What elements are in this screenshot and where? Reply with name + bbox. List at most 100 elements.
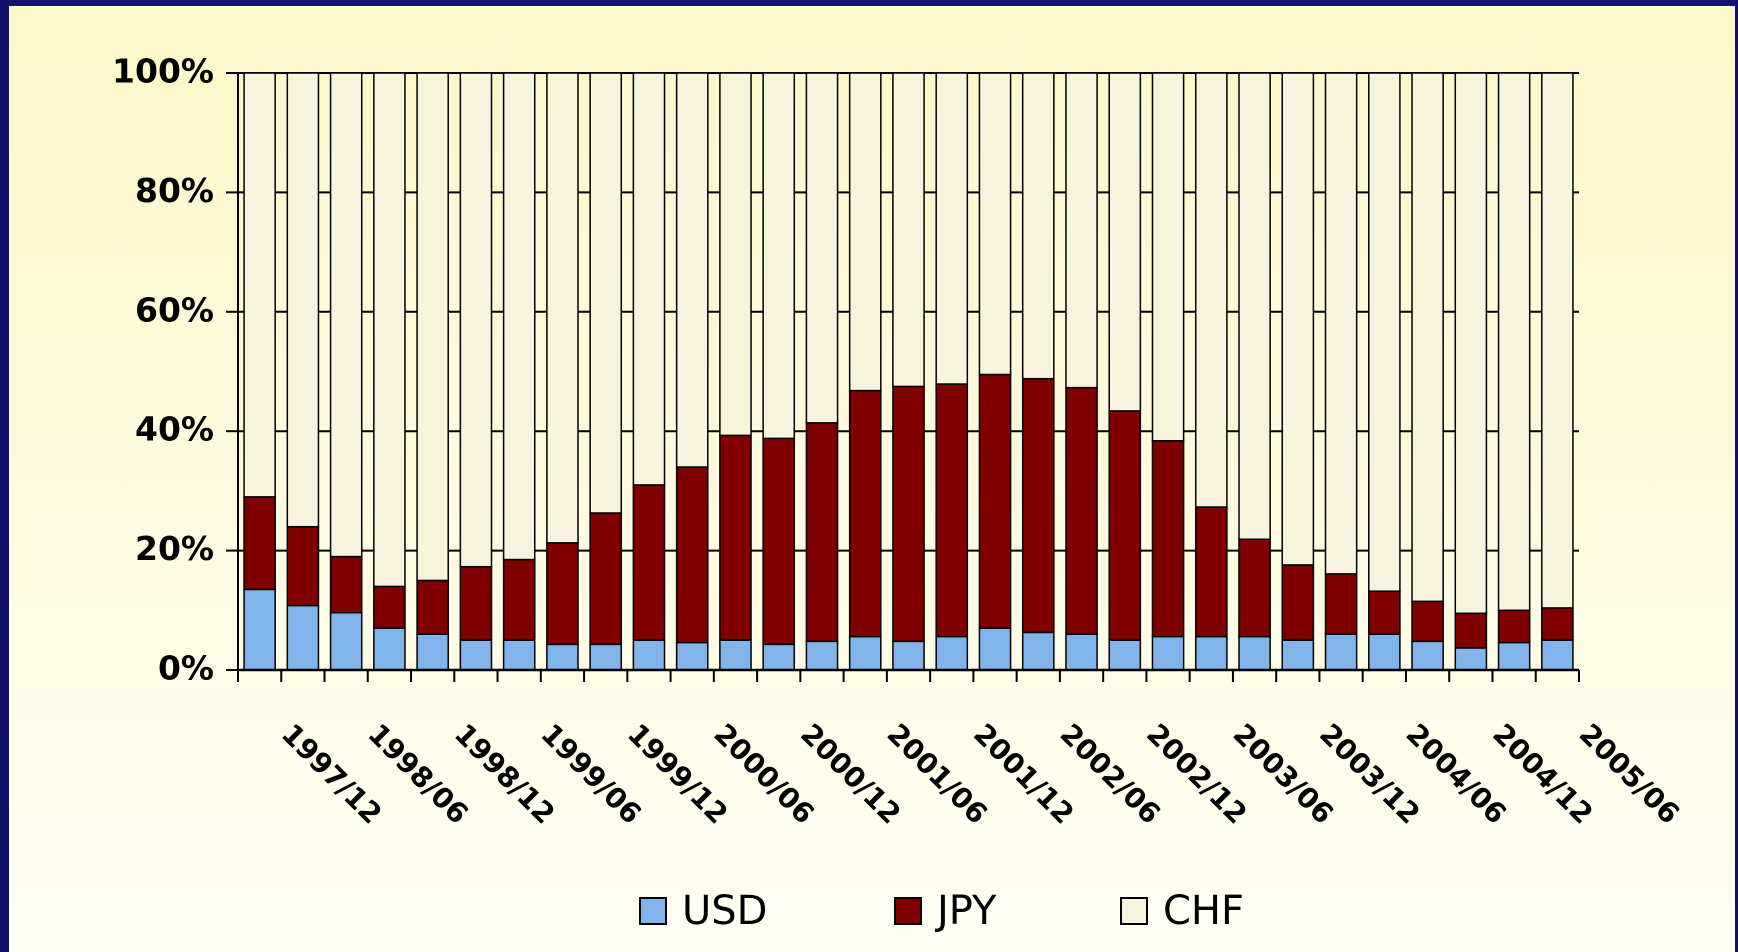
bar-segment	[675, 641, 709, 671]
legend-swatch	[894, 897, 922, 925]
bar-segment	[286, 72, 320, 528]
y-tick-label: 60%	[135, 290, 214, 329]
bar-segment	[1411, 640, 1444, 671]
bar-segment	[243, 588, 276, 671]
bar-segment	[1065, 633, 1098, 671]
bar-segment	[459, 639, 493, 671]
bar-segment	[416, 579, 449, 635]
bar-segment	[805, 422, 839, 643]
bar-segment	[1108, 410, 1142, 641]
bar-segment	[589, 512, 623, 646]
bar-segment	[1151, 440, 1185, 638]
bar-segment	[675, 72, 709, 468]
bar-segment	[1151, 72, 1185, 442]
legend-label: USD	[682, 888, 767, 934]
bar-segment	[719, 639, 752, 671]
bar-segment	[892, 640, 925, 671]
bar-segment	[1021, 631, 1055, 671]
bar-segment	[243, 72, 276, 498]
bar-segment	[1021, 377, 1055, 634]
bar-segment	[546, 542, 579, 646]
bar-segment	[546, 643, 579, 671]
bar-segment	[1497, 72, 1531, 612]
bar-segment	[329, 611, 363, 671]
bar-segment	[243, 496, 276, 591]
bar-segment	[848, 635, 882, 671]
bar-segment	[848, 72, 882, 392]
bar-segment	[329, 555, 363, 614]
bar-segment	[1194, 506, 1228, 638]
bar-segment	[1194, 72, 1228, 508]
bar-segment	[1238, 635, 1271, 671]
bar-segment	[546, 72, 579, 544]
legend-swatch	[639, 897, 667, 925]
bar-segment	[1324, 573, 1358, 635]
bar-segment	[1281, 639, 1315, 671]
bar-segment	[589, 72, 623, 514]
bar-segment	[1281, 72, 1315, 566]
y-tick-label: 0%	[158, 649, 214, 688]
bar-segment	[762, 643, 796, 671]
bar-segment	[1108, 639, 1142, 671]
bar-segment	[1324, 633, 1358, 671]
bar-segment	[805, 640, 839, 671]
bar-segment	[1368, 72, 1401, 592]
bar-segment	[1324, 72, 1358, 575]
bar-segment	[1454, 612, 1488, 649]
bar-segment	[762, 437, 796, 646]
bar-segment	[1108, 72, 1142, 412]
bar-segment	[1411, 600, 1444, 643]
bar-segment	[762, 72, 796, 440]
bar-segment	[1497, 641, 1531, 671]
bar-segment	[1281, 564, 1315, 641]
bar-segment	[1497, 609, 1531, 644]
bar-segment	[978, 373, 1012, 629]
bar-segment	[502, 639, 536, 671]
bar-segment	[632, 639, 666, 671]
bar-segment	[416, 633, 449, 671]
y-tick-label: 80%	[135, 171, 214, 210]
legend-swatch	[1120, 897, 1148, 925]
bar-segment	[805, 72, 839, 424]
bar-segment	[978, 627, 1012, 671]
bar-segment	[459, 565, 493, 641]
bar-segment	[286, 525, 320, 607]
bar-segment	[459, 72, 493, 568]
bar-segment	[329, 72, 363, 558]
bar-segment	[1238, 72, 1271, 541]
bar-segment	[589, 643, 623, 671]
bar-segment	[502, 72, 536, 561]
bar-segment	[1368, 633, 1401, 671]
bar-segment	[1541, 72, 1574, 609]
bar-segment	[719, 72, 752, 437]
bar-segment	[978, 72, 1012, 376]
bar-segment	[1151, 635, 1185, 671]
bar-segment	[935, 72, 969, 385]
bar-segment	[1454, 72, 1488, 615]
bar-segment	[416, 72, 449, 582]
y-tick-label: 20%	[135, 529, 214, 568]
bar-segment	[1454, 647, 1488, 671]
bar-segment	[719, 434, 752, 641]
bar-segment	[373, 72, 406, 588]
legend-label: CHF	[1163, 888, 1244, 934]
bar-segment	[373, 627, 406, 671]
legend-label: JPY	[934, 888, 997, 934]
bar-segment	[502, 558, 536, 641]
bar-segment	[848, 389, 882, 638]
bar-segment	[935, 635, 969, 671]
bar-segment	[373, 585, 406, 629]
bar-segment	[1368, 590, 1401, 635]
y-tick-label: 100%	[112, 52, 214, 91]
bar-segment	[892, 385, 925, 643]
bar-segment	[286, 604, 320, 671]
bar-segment	[632, 72, 666, 486]
bar-segment	[935, 383, 969, 638]
bar-segment	[1021, 72, 1055, 380]
bar-segment	[892, 72, 925, 388]
bar-segment	[632, 484, 666, 641]
bar-segment	[1541, 639, 1574, 671]
bar-segment	[1065, 72, 1098, 389]
bar-segment	[1541, 607, 1574, 641]
